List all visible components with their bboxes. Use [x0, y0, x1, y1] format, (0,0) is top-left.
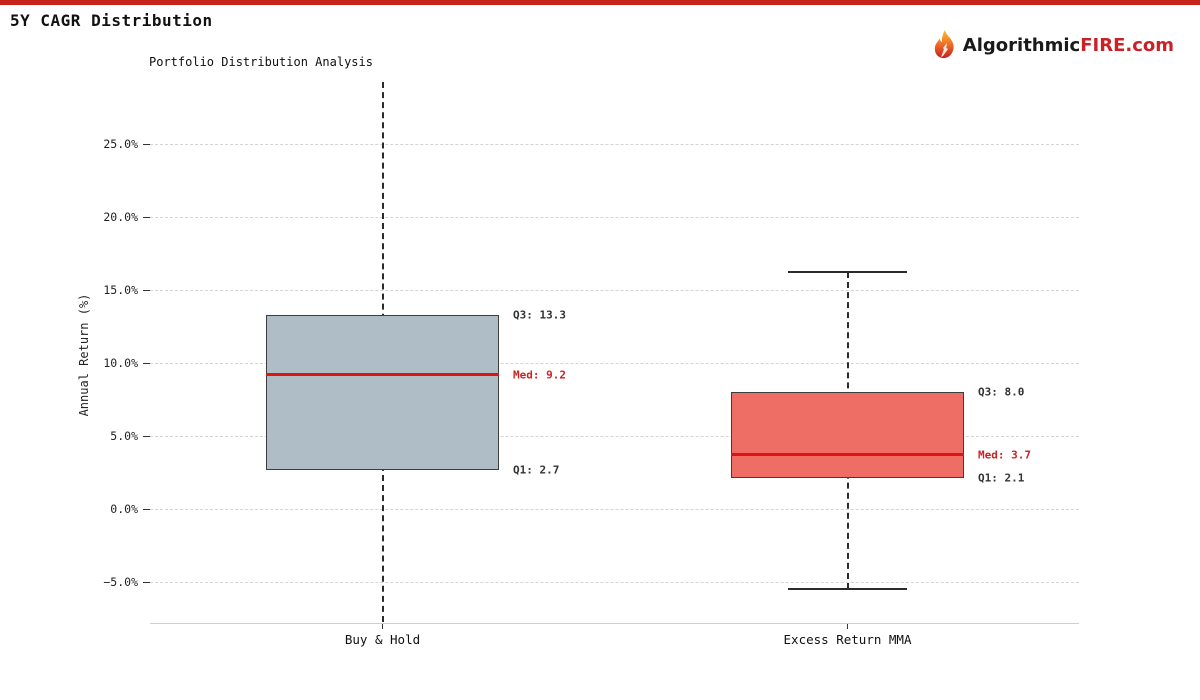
median-line [731, 453, 964, 457]
gridline [150, 436, 1079, 437]
gridline [150, 290, 1079, 291]
x-tick-mark [846, 623, 849, 629]
median-line [266, 373, 499, 377]
gridline [150, 582, 1079, 583]
box-annotation: Q3: 8.0 [978, 385, 1025, 399]
flame-icon [931, 29, 959, 61]
y-tick-mark [143, 216, 150, 218]
y-tick-label: 20.0% [103, 210, 138, 224]
x-tick-label: Excess Return MMA [783, 631, 912, 647]
brand-logo: AlgorithmicFIRE.com [931, 29, 1174, 61]
brand-text: AlgorithmicFIRE.com [963, 35, 1174, 56]
box-annotation: Q1: 2.1 [978, 471, 1025, 485]
y-tick-mark [143, 435, 150, 437]
brand-text-red: FIRE.com [1080, 34, 1174, 56]
box-annotation: Q3: 13.3 [513, 308, 566, 322]
x-tick-mark [381, 623, 384, 629]
boxplot-box-1 [266, 314, 499, 470]
box-annotation: Med: 3.7 [978, 448, 1031, 462]
x-axis-line [150, 622, 1079, 624]
y-tick-mark [143, 143, 150, 145]
y-tick-label: 15.0% [103, 283, 138, 297]
gridline [150, 509, 1079, 510]
brand-text-dark: Algorithmic [962, 34, 1081, 56]
whisker-cap-top [788, 271, 907, 274]
y-axis-label: Annual Return (%) [77, 293, 91, 417]
y-tick-mark [143, 581, 150, 583]
chart-title: Portfolio Distribution Analysis [149, 55, 373, 69]
y-tick-label: 10.0% [103, 356, 138, 370]
x-tick-label: Buy & Hold [344, 631, 421, 647]
page-title: 5Y CAGR Distribution [10, 11, 213, 30]
top-accent-bar [0, 0, 1200, 5]
gridline [150, 217, 1079, 218]
gridline [150, 144, 1079, 145]
y-tick-mark [143, 289, 150, 291]
box-annotation: Med: 9.2 [513, 368, 566, 382]
y-tick-label: 0.0% [110, 502, 138, 516]
y-tick-mark [143, 362, 150, 364]
gridline [150, 363, 1079, 364]
box-annotation: Q1: 2.7 [513, 463, 560, 477]
y-tick-label: −5.0% [103, 575, 138, 589]
boxplot-box-2 [731, 392, 964, 479]
y-tick-label: 25.0% [103, 137, 138, 151]
y-tick-label: 5.0% [110, 429, 138, 443]
y-tick-mark [143, 508, 150, 510]
whisker-cap-bottom [788, 588, 907, 591]
